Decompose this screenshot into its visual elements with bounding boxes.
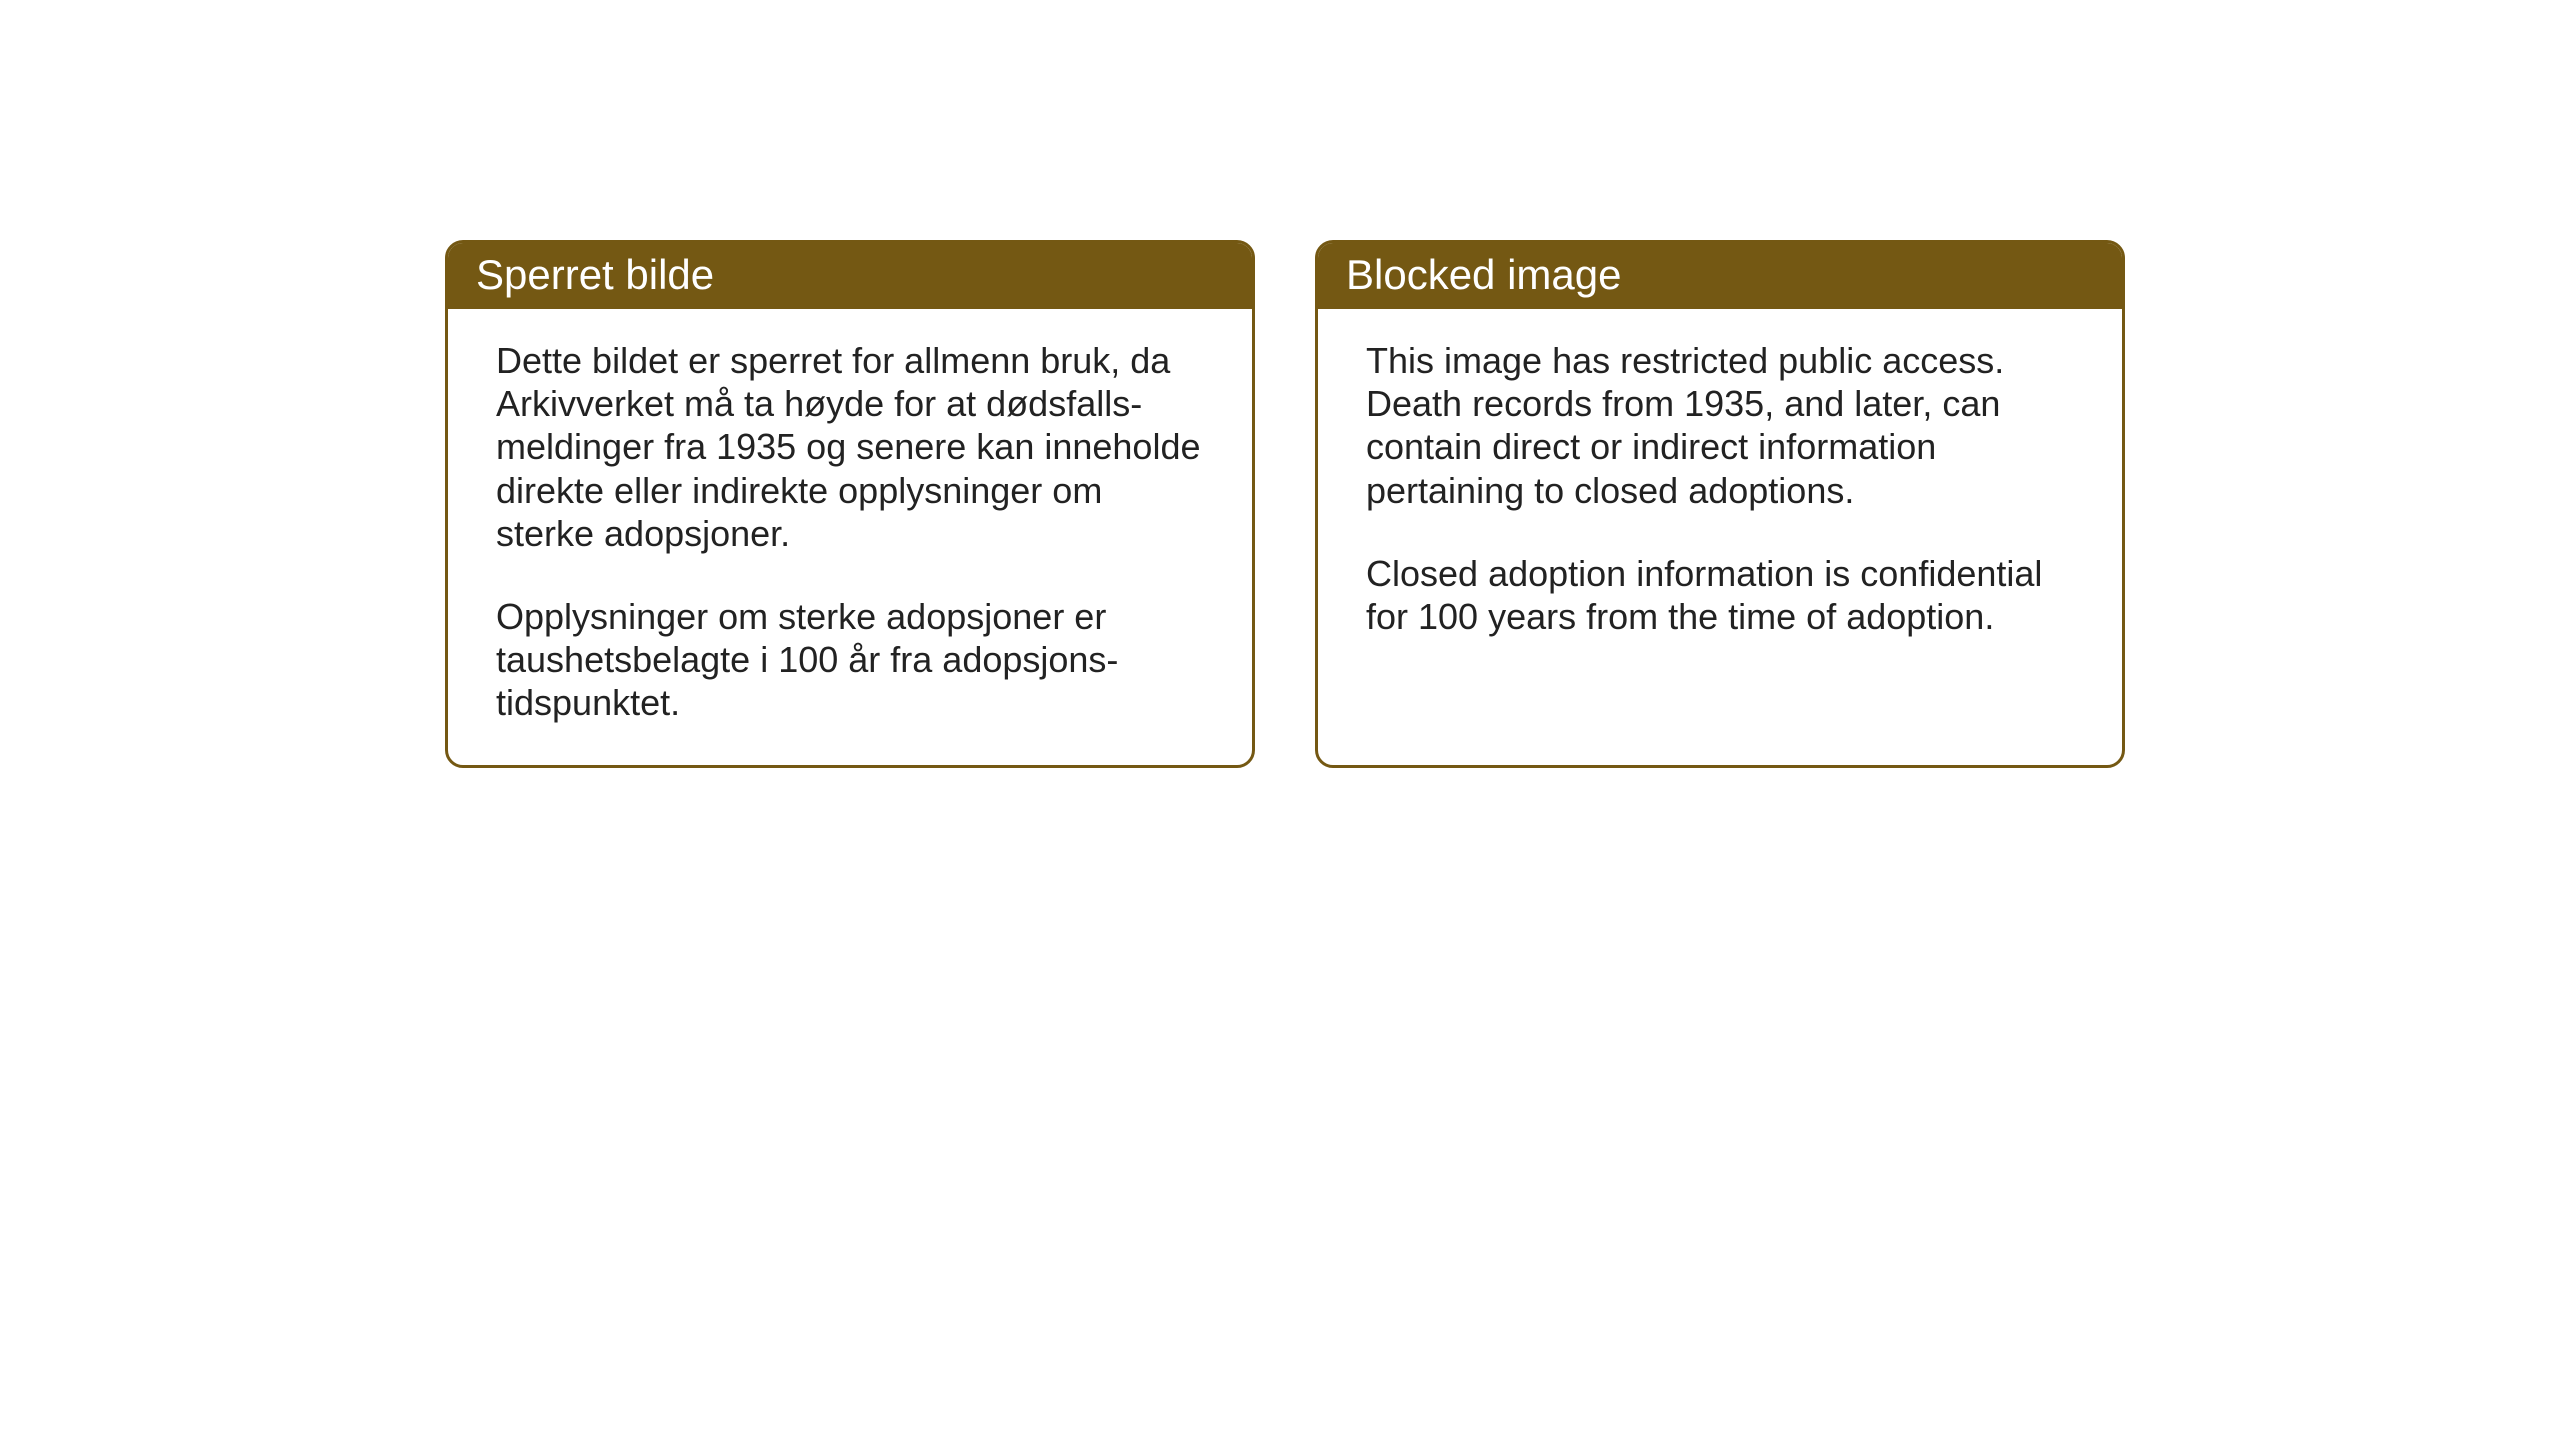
card-title-english: Blocked image (1346, 251, 1621, 298)
card-paragraph-1-norwegian: Dette bildet er sperret for allmenn bruk… (496, 339, 1207, 555)
card-title-norwegian: Sperret bilde (476, 251, 714, 298)
card-header-english: Blocked image (1318, 243, 2122, 309)
card-header-norwegian: Sperret bilde (448, 243, 1252, 309)
notice-card-english: Blocked image This image has restricted … (1315, 240, 2125, 768)
notice-cards-container: Sperret bilde Dette bildet er sperret fo… (445, 240, 2125, 768)
card-body-norwegian: Dette bildet er sperret for allmenn bruk… (448, 309, 1252, 765)
notice-card-norwegian: Sperret bilde Dette bildet er sperret fo… (445, 240, 1255, 768)
card-body-english: This image has restricted public access.… (1318, 309, 2122, 678)
card-paragraph-2-english: Closed adoption information is confident… (1366, 552, 2077, 638)
card-paragraph-2-norwegian: Opplysninger om sterke adopsjoner er tau… (496, 595, 1207, 725)
card-paragraph-1-english: This image has restricted public access.… (1366, 339, 2077, 512)
